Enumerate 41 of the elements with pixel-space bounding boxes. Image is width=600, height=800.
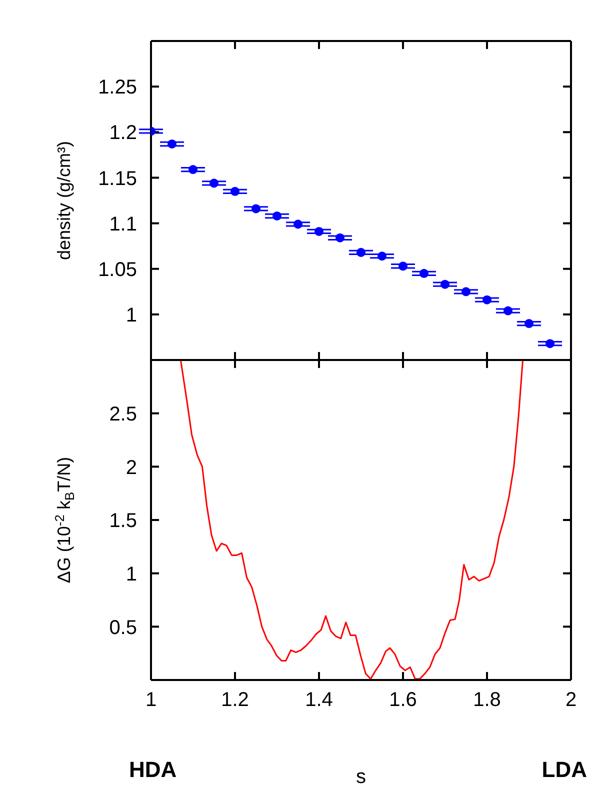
point	[293, 220, 303, 229]
y-axis-title: density (g/cm³)	[54, 140, 74, 260]
point	[230, 186, 240, 196]
point	[188, 165, 198, 174]
line-series	[180, 360, 524, 680]
y-tick-label: 2	[126, 456, 137, 479]
point	[209, 178, 219, 188]
point	[272, 211, 282, 220]
text: HDA	[129, 757, 177, 783]
point	[314, 226, 324, 236]
point	[398, 262, 408, 271]
point	[440, 280, 450, 289]
point	[335, 233, 345, 242]
y-tick-label: 1	[126, 304, 137, 327]
y-tick-label: 1.25	[98, 76, 137, 99]
point	[482, 295, 492, 304]
y-tick-label: 1.2	[109, 122, 137, 144]
point	[167, 139, 177, 148]
point	[356, 248, 366, 257]
x-tick-label: 1.2	[221, 689, 249, 712]
y-tick-label: 0.5	[109, 616, 137, 639]
x-axis-title: s	[356, 766, 366, 788]
y-tick-label: 1	[126, 563, 137, 586]
y-tick-label: 2.5	[109, 403, 137, 426]
text: LDA	[542, 757, 587, 783]
point	[524, 319, 534, 328]
y-tick-label: 1.1	[109, 213, 137, 236]
x-tick-label: 2	[565, 689, 577, 712]
point	[251, 204, 261, 214]
point	[419, 268, 429, 278]
y-tick-label: 1.15	[98, 168, 137, 190]
x-tick-label: 1.8	[473, 689, 501, 712]
point	[503, 306, 513, 316]
y-tick-label: 1.5	[109, 510, 137, 532]
x-tick-label: 1.4	[305, 689, 333, 712]
x-tick-label: 1.6	[389, 689, 417, 712]
point	[377, 252, 387, 261]
y-tick-label: 1.05	[98, 258, 137, 281]
point	[545, 339, 555, 348]
x-tick-label: 1	[145, 689, 157, 712]
point	[461, 287, 471, 296]
